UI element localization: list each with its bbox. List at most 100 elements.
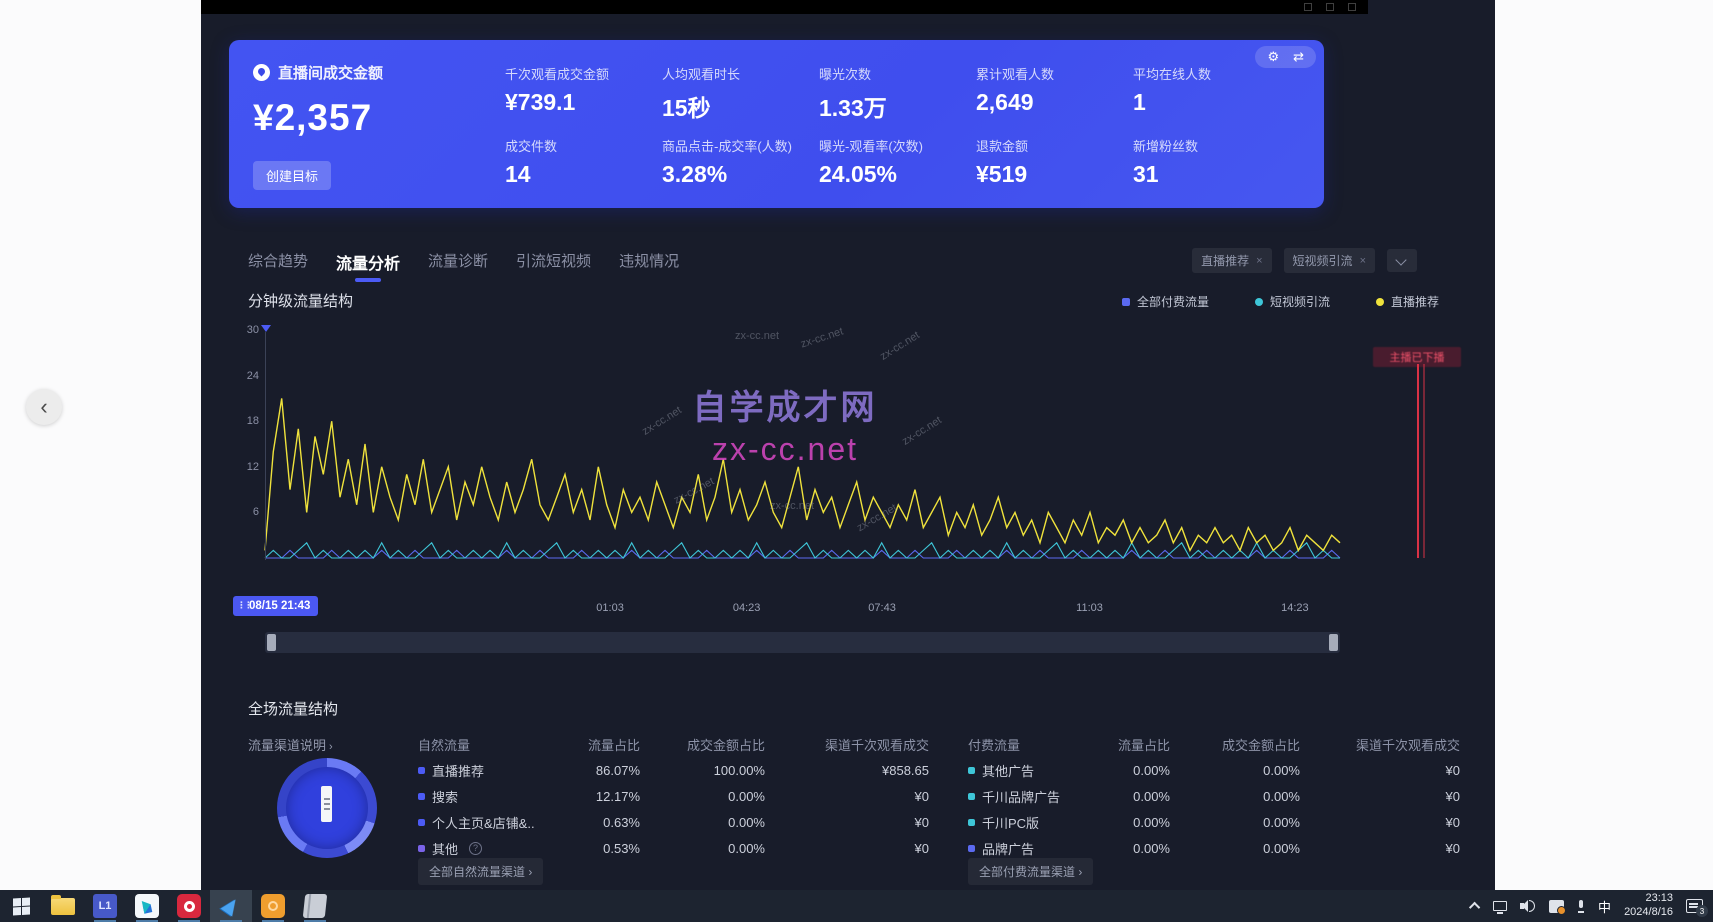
analytics-window: 直播间成交金额 ¥2,357 创建目标 千次观看成交金额 ¥739.1 人均观看时长… xyxy=(201,0,1495,890)
row-name: 千川品牌广告 xyxy=(968,787,1098,806)
all-paid-channels-link[interactable]: 全部付费流量渠道 › xyxy=(968,858,1094,885)
topbar-icon-2[interactable] xyxy=(1326,3,1334,11)
windows-logo-icon xyxy=(12,897,30,915)
row-name: 直播推荐 xyxy=(418,761,558,780)
network-tray-icon[interactable] xyxy=(1493,901,1508,914)
y-tick-label: 24 xyxy=(246,369,259,382)
gear-icon[interactable]: ⚙ xyxy=(1267,49,1280,64)
primary-metric-label: 直播间成交金额 xyxy=(278,65,384,82)
ime-indicator[interactable]: 中 xyxy=(1598,899,1612,915)
taskbar-clock[interactable]: 23:13 2024/8/16 xyxy=(1624,892,1673,920)
traffic-donut-chart xyxy=(277,758,377,858)
series-全部付费流量 xyxy=(265,549,1341,559)
table-col-header: 成交金额占比 xyxy=(1221,737,1300,753)
system-tray: 中 23:13 2024/8/16 3 xyxy=(1468,890,1713,922)
tab-流量分析[interactable]: 流量分析 xyxy=(336,250,400,282)
app-tray-icon[interactable] xyxy=(1549,899,1567,915)
row-name: 其他? xyxy=(418,839,558,858)
primary-metric-label-row: 直播间成交金额 xyxy=(253,62,383,83)
microphone-tray-icon[interactable] xyxy=(1577,899,1585,913)
series-dot-icon xyxy=(968,792,975,800)
stream-end-marker-line xyxy=(1423,364,1426,558)
row-value: 0.00% xyxy=(1133,788,1170,804)
primary-metric-value: ¥2,357 xyxy=(253,97,373,138)
topbar-icon-3[interactable] xyxy=(1348,3,1356,11)
row-value: 0.00% xyxy=(1133,814,1170,830)
card-tools: ⚙ ⇄ xyxy=(1255,46,1316,68)
clock-time: 23:13 xyxy=(1645,892,1673,905)
scrollbar-left-handle[interactable] xyxy=(267,634,276,651)
app-notebook-button[interactable] xyxy=(294,890,336,922)
table-row: 千川品牌广告 0.00% 0.00% ¥0 xyxy=(968,783,1460,809)
row-label: 其他广告 xyxy=(982,763,1035,779)
legend-marker-icon xyxy=(1375,297,1384,306)
y-axis xyxy=(265,332,266,560)
app-browser-button[interactable] xyxy=(168,890,210,922)
tab-违规情况[interactable]: 违规情况 xyxy=(619,253,680,270)
row-value: ¥0 xyxy=(1445,840,1460,856)
legend-item[interactable]: 全部付费流量 xyxy=(1121,293,1209,310)
table-header-row: 付费流量 流量占比 成交金额占比 渠道千次观看成交 xyxy=(968,731,1460,757)
table-row: 直播推荐 86.07% 100.00% ¥858.65 xyxy=(418,757,929,783)
table-col-header: 成交金额占比 xyxy=(686,737,765,753)
app-cursor-button-active[interactable] xyxy=(210,890,252,922)
app-teal-button[interactable] xyxy=(126,890,168,922)
legend-label: 全部付费流量 xyxy=(1136,295,1209,309)
metric-value: ¥739.1 xyxy=(505,89,576,115)
stream-end-marker-line xyxy=(1417,364,1420,558)
red-ring-icon xyxy=(177,894,201,918)
topbar-icon-1[interactable] xyxy=(1304,3,1312,11)
series-dot-icon xyxy=(418,792,425,800)
tray-expand-button[interactable] xyxy=(1468,901,1481,914)
tab-综合趋势[interactable]: 综合趋势 xyxy=(248,253,309,270)
filter-tag[interactable]: 短视频引流 × xyxy=(1283,248,1375,273)
tab-流量诊断[interactable]: 流量诊断 xyxy=(428,253,489,270)
y-tick-label: 30 xyxy=(246,324,259,336)
legend-item[interactable]: 短视频引流 xyxy=(1254,293,1330,310)
start-button[interactable] xyxy=(0,890,42,922)
close-icon[interactable]: × xyxy=(1256,254,1263,267)
row-value: 12.17% xyxy=(595,788,640,804)
row-value: 0.00% xyxy=(1263,840,1300,856)
clock-date: 2024/8/16 xyxy=(1624,906,1673,918)
help-icon[interactable]: ? xyxy=(469,841,483,855)
taskbar: L1 中 23:13 2024/8/16 3 xyxy=(0,890,1713,922)
filter-dropdown-chevron-icon[interactable] xyxy=(1387,249,1417,272)
notification-badge: 3 xyxy=(1696,905,1708,917)
close-icon[interactable]: × xyxy=(1359,254,1366,267)
create-goal-button[interactable]: 创建目标 xyxy=(253,161,332,190)
tab-引流短视频[interactable]: 引流短视频 xyxy=(516,253,592,270)
table-col-header: 渠道千次观看成交 xyxy=(1355,737,1460,753)
metric-label: 千次观看成交金额 xyxy=(505,67,610,82)
series-dot-icon xyxy=(418,844,425,852)
chart-plot: 08/15 21:43 主播已下播 6 12 18 24 30 01:03 04:23 07:… xyxy=(233,324,1461,616)
x-axis-start-badge[interactable]: 08/15 21:43 xyxy=(233,596,319,616)
series-dot-icon xyxy=(968,818,975,826)
chart-scrollbar[interactable] xyxy=(265,632,1340,653)
scrollbar-right-handle[interactable] xyxy=(1329,634,1338,651)
metric-cell: 平均在线人数 1 xyxy=(1133,64,1290,136)
app-orange-button[interactable] xyxy=(252,890,294,922)
volume-tray-icon[interactable] xyxy=(1520,900,1536,912)
channel-info-link[interactable]: 流量渠道说明 › xyxy=(248,738,333,753)
app-l1-button[interactable]: L1 xyxy=(84,890,126,922)
file-explorer-button[interactable] xyxy=(42,890,84,922)
metric-cell: 曝光次数 1.33万 xyxy=(819,64,976,136)
legend-label: 短视频引流 xyxy=(1269,295,1330,309)
metric-cell: 千次观看成交金额 ¥739.1 xyxy=(505,64,662,136)
row-value: ¥0 xyxy=(914,840,929,856)
paid-traffic-table: 付费流量 流量占比 成交金额占比 渠道千次观看成交 其他广告 0.00% 0.00% ¥0 千川… xyxy=(968,731,1460,861)
legend-item[interactable]: 直播推荐 xyxy=(1375,293,1439,310)
filter-tag[interactable]: 直播推荐 × xyxy=(1192,248,1272,273)
row-label: 千川PC版 xyxy=(982,815,1040,831)
chevron-up-icon xyxy=(1468,901,1481,914)
metric-cell: 人均观看时长 15秒 xyxy=(662,64,819,136)
metrics-grid: 千次观看成交金额 ¥739.1 人均观看时长 15秒 曝光次数 1.33万 累计观看人数 2,… xyxy=(505,64,1290,208)
all-natural-channels-link[interactable]: 全部自然流量渠道 › xyxy=(418,858,544,885)
metric-value: 1 xyxy=(1133,89,1146,115)
chart-svg xyxy=(264,398,1341,559)
back-button[interactable]: ‹ xyxy=(26,389,62,425)
notification-center-button[interactable]: 3 xyxy=(1686,899,1708,917)
metric-cell: 累计观看人数 2,649 xyxy=(976,64,1133,136)
swap-icon[interactable]: ⇄ xyxy=(1293,49,1304,64)
